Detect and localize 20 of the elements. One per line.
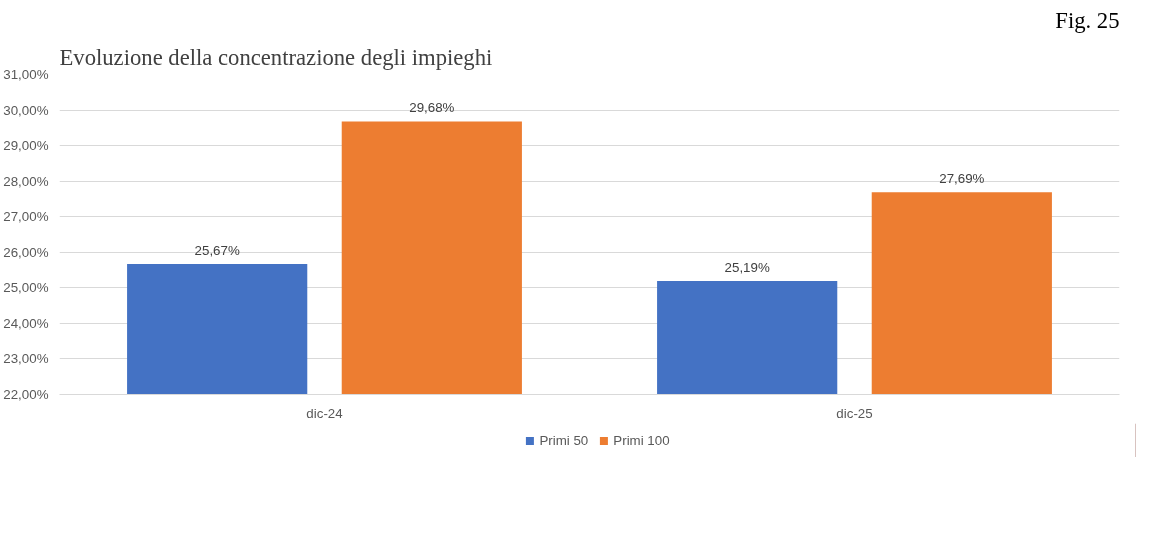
- y-tick-label: 28,00%: [3, 173, 49, 189]
- data-label: 25,67%: [194, 243, 240, 259]
- y-tick-label: 23,00%: [3, 351, 49, 367]
- data-label: 27,69%: [939, 171, 985, 187]
- y-tick-label: 22,00%: [3, 387, 49, 402]
- y-tick-label: 25,00%: [3, 280, 49, 296]
- y-tick-label: 30,00%: [3, 102, 49, 118]
- caption: Fig. 25: [1055, 7, 1120, 33]
- chart-title: Evoluzione della concentrazione degli impieghi: [59, 44, 493, 70]
- data-label: 25,19%: [724, 260, 770, 276]
- y-tick-label: 27,00%: [3, 209, 49, 225]
- legend-label: Primi 50: [539, 432, 589, 448]
- data-label: 29,68%: [409, 100, 455, 116]
- y-tick-label: 29,00%: [3, 138, 49, 154]
- y-tick-label: 24,00%: [3, 315, 49, 331]
- y-tick-label: 31,00%: [3, 67, 49, 82]
- y-tick-label: 26,00%: [3, 244, 49, 260]
- x-tick-label: dic-24: [306, 405, 344, 421]
- legend-label: Primi 100: [613, 432, 670, 448]
- x-tick-label: dic-25: [836, 405, 873, 421]
